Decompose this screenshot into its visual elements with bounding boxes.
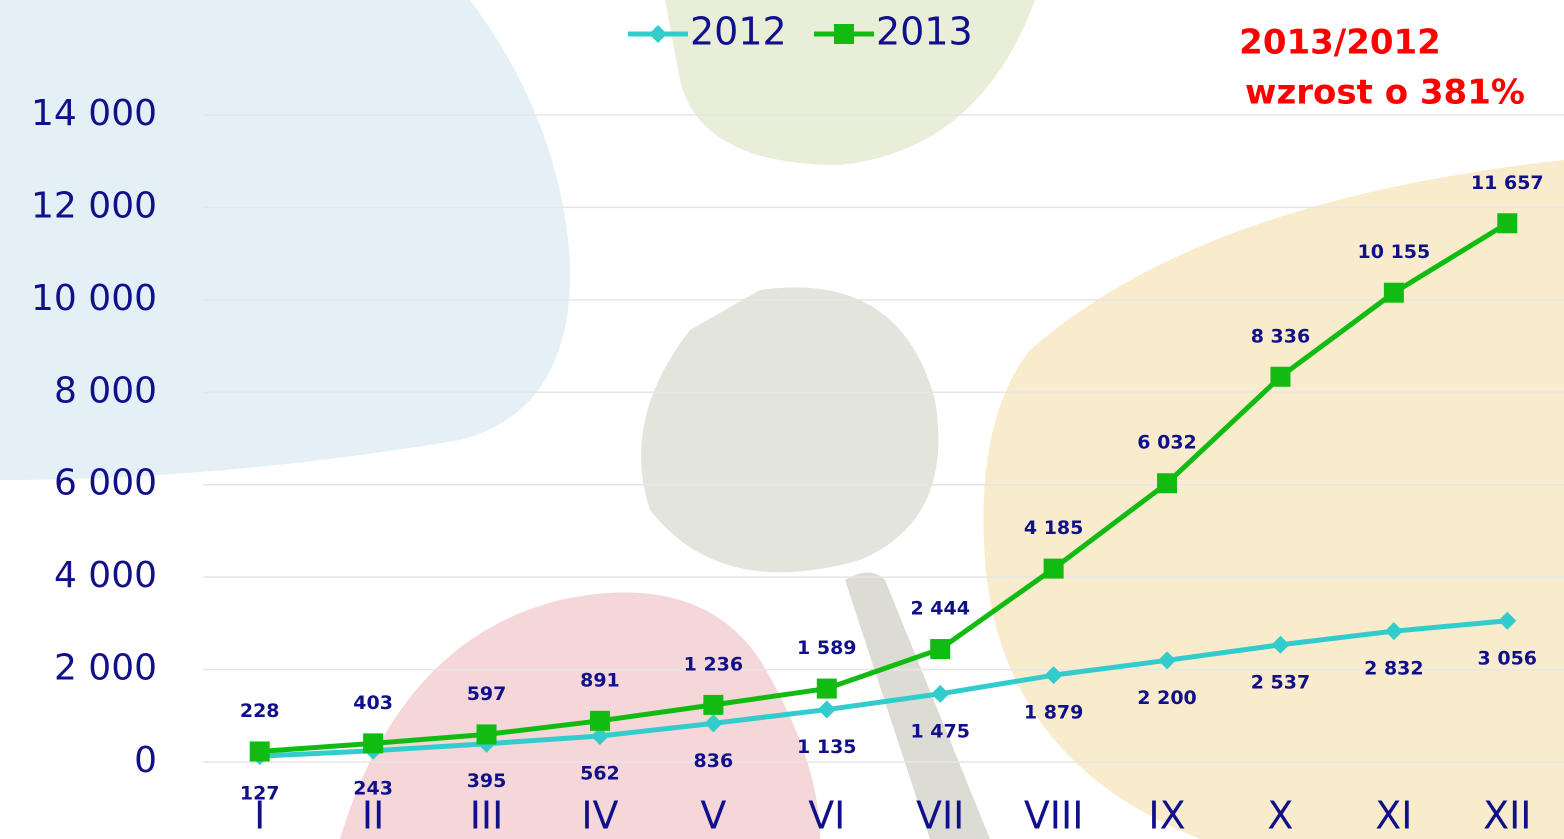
data-label: 228 bbox=[240, 700, 280, 722]
data-label: 1 879 bbox=[1024, 702, 1084, 724]
blob bbox=[340, 592, 820, 839]
point bbox=[1043, 558, 1064, 579]
blob bbox=[0, 0, 571, 480]
data-label: 395 bbox=[467, 770, 507, 792]
x-tick-label: XII bbox=[1483, 794, 1531, 838]
point bbox=[817, 700, 836, 719]
annotation: 2013/2012 bbox=[1239, 23, 1441, 63]
point bbox=[930, 639, 951, 660]
data-label: 2 200 bbox=[1137, 687, 1197, 709]
data-label: 2 444 bbox=[910, 598, 970, 620]
series-line bbox=[259, 618, 1508, 759]
point bbox=[363, 733, 384, 754]
point bbox=[249, 741, 270, 762]
x-tick-label: I bbox=[254, 794, 265, 838]
data-label: 10 155 bbox=[1358, 241, 1431, 263]
x-tick-label: III bbox=[470, 794, 504, 838]
data-label: 597 bbox=[467, 683, 507, 705]
blob bbox=[983, 160, 1564, 839]
data-label: 1 475 bbox=[910, 720, 970, 742]
x-tick-label: IX bbox=[1148, 794, 1185, 838]
y-tick-label: 6 000 bbox=[54, 463, 157, 504]
data-label: 243 bbox=[353, 777, 393, 799]
y-tick-label: 10 000 bbox=[31, 278, 157, 319]
point bbox=[1270, 366, 1291, 387]
y-tick-label: 0 bbox=[134, 740, 157, 781]
x-tick-label: IV bbox=[581, 794, 618, 838]
x-tick-label: VIII bbox=[1024, 794, 1084, 838]
data-label: 1 589 bbox=[797, 637, 857, 659]
y-tick-label: 14 000 bbox=[31, 93, 157, 134]
data-label: 11 657 bbox=[1471, 172, 1544, 194]
x-tick-label: VII bbox=[916, 794, 964, 838]
point bbox=[1044, 666, 1063, 685]
data-label: 1 236 bbox=[684, 653, 744, 675]
data-label: 891 bbox=[580, 669, 620, 691]
data-label: 2 537 bbox=[1251, 671, 1311, 693]
y-tick-label: 12 000 bbox=[31, 185, 157, 226]
point bbox=[704, 714, 723, 733]
point bbox=[1157, 473, 1178, 494]
x-tick-label: XI bbox=[1375, 794, 1412, 838]
point bbox=[476, 724, 497, 745]
point bbox=[703, 694, 724, 715]
point bbox=[1271, 635, 1290, 654]
data-label: 403 bbox=[353, 692, 393, 714]
point bbox=[816, 678, 837, 699]
x-tick-label: II bbox=[362, 794, 384, 838]
x-tick-label: V bbox=[700, 794, 726, 838]
data-label: 836 bbox=[694, 750, 734, 772]
legend-marker bbox=[649, 25, 667, 43]
legend-label: 2013 bbox=[876, 10, 973, 54]
y-tick-label: 8 000 bbox=[54, 370, 157, 411]
blob bbox=[665, 0, 1035, 165]
point bbox=[1384, 622, 1403, 641]
point bbox=[931, 684, 950, 703]
point bbox=[1158, 651, 1177, 670]
point bbox=[590, 727, 609, 746]
y-tick-label: 4 000 bbox=[54, 555, 157, 596]
data-label: 6 032 bbox=[1137, 432, 1197, 454]
data-label: 127 bbox=[240, 783, 280, 805]
y-tick-label: 2 000 bbox=[54, 648, 157, 689]
blob bbox=[641, 287, 939, 573]
data-label: 4 185 bbox=[1024, 517, 1084, 539]
point bbox=[1498, 611, 1517, 630]
annotation: wzrost o 381% bbox=[1245, 73, 1525, 113]
point bbox=[1497, 213, 1518, 234]
series-line bbox=[259, 221, 1509, 754]
x-tick-label: X bbox=[1267, 794, 1293, 838]
x-tick-label: VI bbox=[808, 794, 845, 838]
data-label: 3 056 bbox=[1478, 647, 1538, 669]
point bbox=[589, 710, 610, 731]
point bbox=[1383, 282, 1404, 303]
blob bbox=[845, 572, 990, 839]
data-label: 562 bbox=[580, 763, 620, 785]
legend-label: 2012 bbox=[690, 10, 787, 54]
data-label: 8 336 bbox=[1251, 325, 1311, 347]
data-label: 2 832 bbox=[1364, 658, 1424, 680]
data-label: 1 135 bbox=[797, 736, 857, 758]
legend-marker bbox=[834, 24, 854, 44]
